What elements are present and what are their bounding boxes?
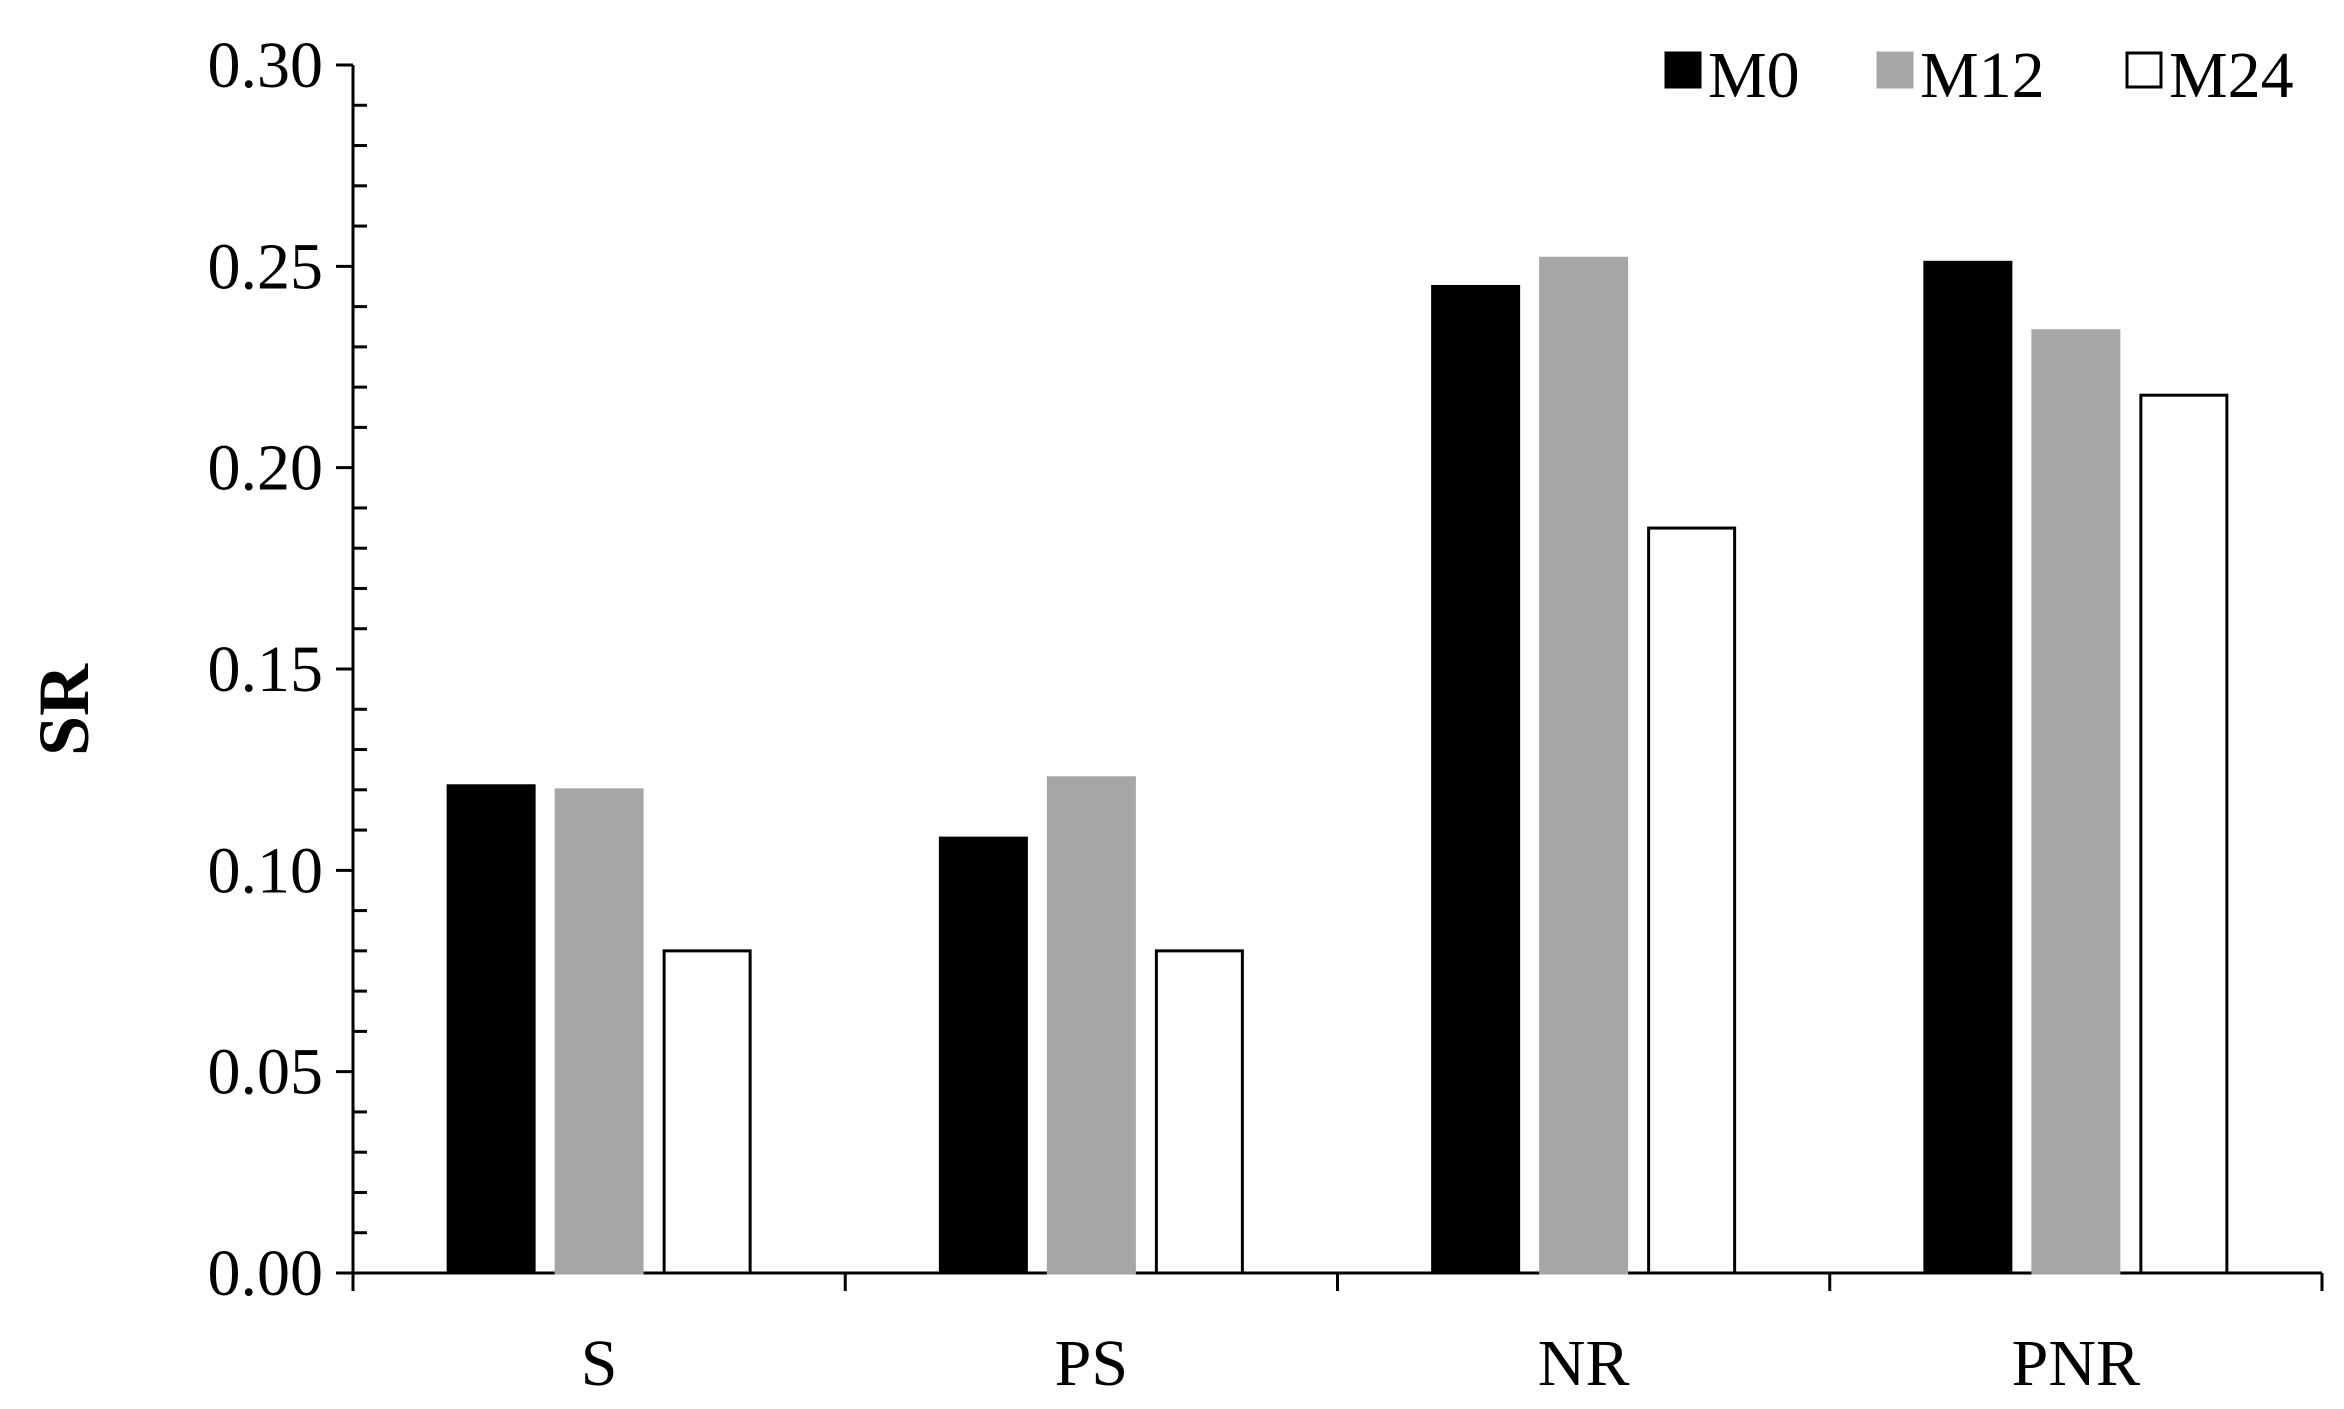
y-axis: 0.00 0.05 0.10 0.15 0.20 0.25 0.30 [208,29,367,1310]
bar-M0-PNR [1923,260,2013,1275]
y-tick-label: 0.25 [208,230,324,303]
bar-M12-S [554,788,644,1275]
legend: M0 M12 M24 [1664,39,2294,112]
legend-swatch-M12 [1876,51,1914,89]
bar-M0-NR [1431,284,1521,1275]
x-category-label: PNR [2012,1327,2140,1400]
x-category-label: PS [1055,1327,1128,1400]
x-category-label: S [581,1327,618,1400]
bar-M24-NR [1647,526,1737,1275]
legend-swatch-M24 [2125,51,2163,89]
y-tick-label: 0.30 [208,29,324,102]
y-axis-title: SR [24,663,104,756]
bar-M24-S [662,949,752,1275]
legend-label-M0: M0 [1708,39,1800,112]
bar-M0-S [446,784,536,1275]
y-tick-label: 0.20 [208,432,324,505]
bars [446,256,2229,1275]
y-tick-label: 0.10 [208,834,324,907]
bar-M12-NR [1539,256,1629,1275]
bar-M0-PS [938,836,1028,1275]
legend-label-M12: M12 [1920,39,2045,112]
bar-M12-PS [1046,776,1136,1275]
legend-swatch-M0 [1664,51,1702,89]
bar-M24-PNR [2139,393,2229,1275]
bar-M24-PS [1154,949,1244,1275]
y-tick-label: 0.05 [208,1036,324,1109]
y-tick-label: 0.15 [208,633,324,706]
legend-label-M24: M24 [2169,39,2294,112]
y-tick-label: 0.00 [208,1237,324,1310]
bar-M12-PNR [2031,329,2121,1275]
x-axis: S PS NR PNR [351,1271,2324,1400]
x-category-label: NR [1538,1327,1630,1400]
